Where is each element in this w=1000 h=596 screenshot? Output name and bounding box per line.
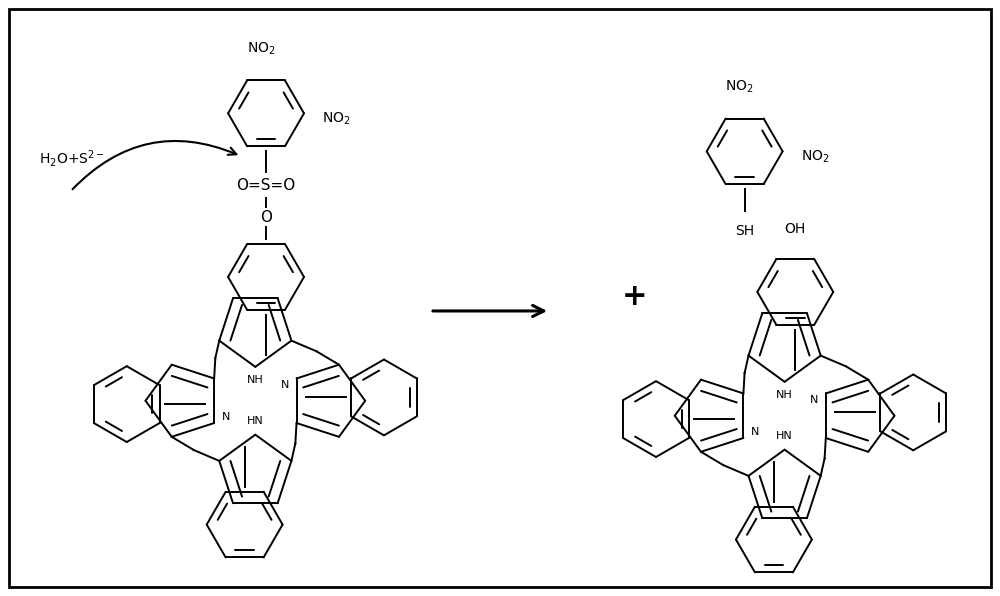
Text: N: N <box>281 380 289 390</box>
Text: O: O <box>260 210 272 225</box>
Text: N: N <box>810 395 818 405</box>
Text: H$_2$O+S$^{2-}$: H$_2$O+S$^{2-}$ <box>39 148 104 169</box>
FancyArrowPatch shape <box>73 141 236 190</box>
Text: NH: NH <box>247 375 264 385</box>
Text: O=S=O: O=S=O <box>236 178 296 193</box>
Text: HN: HN <box>776 432 793 442</box>
Text: NO$_2$: NO$_2$ <box>322 110 351 126</box>
Text: N: N <box>222 412 230 422</box>
Text: NO$_2$: NO$_2$ <box>725 79 754 95</box>
Text: NH: NH <box>776 390 793 400</box>
Text: NO$_2$: NO$_2$ <box>247 41 275 57</box>
Text: SH: SH <box>735 224 754 238</box>
Text: HN: HN <box>247 417 264 426</box>
Text: NO$_2$: NO$_2$ <box>801 148 829 164</box>
Text: OH: OH <box>785 222 806 236</box>
Text: N: N <box>751 427 759 437</box>
Text: +: + <box>622 281 648 311</box>
